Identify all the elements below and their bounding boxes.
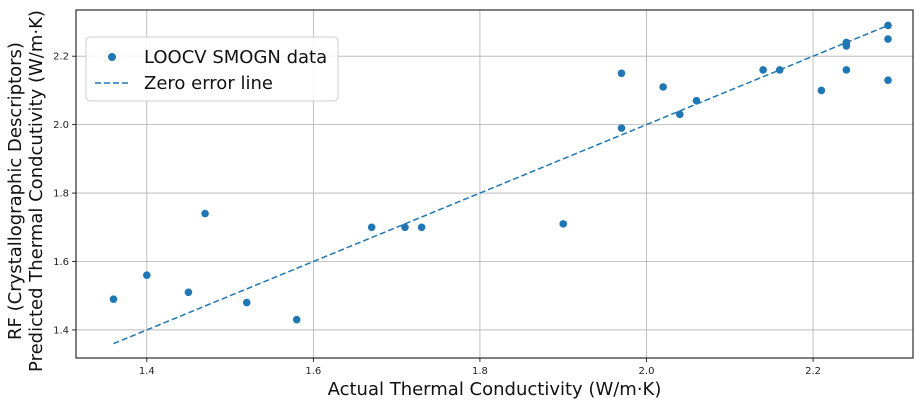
scatter-point — [617, 69, 626, 78]
x-tick-label: 1.4 — [139, 366, 155, 377]
scatter-point — [817, 86, 826, 95]
scatter-point — [842, 42, 851, 50]
series-layer — [109, 21, 892, 345]
scatter-point — [617, 124, 626, 132]
axis-ticks: 1.4 1.6 1.8 2.0 2.2 1.4 1.6 1.8 2.0 2.2 — [53, 52, 821, 377]
legend: LOOCV SMOGN data Zero error line — [85, 36, 339, 102]
y-tick-label: 1.8 — [53, 189, 69, 200]
scatter-point — [676, 110, 684, 119]
x-tick-label: 2.0 — [639, 366, 655, 377]
scatter-point — [884, 35, 892, 43]
legend-entry-scatter: LOOCV SMOGN data — [144, 47, 327, 68]
scatter-point — [659, 83, 667, 91]
y-tick-label: 1.4 — [53, 325, 69, 336]
scatter-point — [401, 223, 409, 232]
legend-scatter-marker — [108, 53, 116, 61]
legend-box — [85, 36, 339, 102]
scatter-point — [109, 295, 118, 303]
scatter-point — [292, 315, 301, 324]
plot-frame — [75, 9, 914, 359]
scatter-point — [842, 66, 851, 74]
grid — [76, 10, 913, 358]
x-axis-label: Actual Thermal Conductivity (W/m·K) — [328, 379, 662, 400]
scatter-point — [775, 66, 784, 74]
scatter-point — [142, 271, 151, 279]
y-axis-label-line-2: Predicted Thermal Condcutivity (W/m·K) — [26, 10, 47, 372]
scatter-point — [692, 96, 701, 105]
scatter-point — [417, 223, 426, 232]
scatter-point — [184, 288, 193, 297]
scatter-point — [367, 223, 376, 232]
y-axis-label-line-1: RF (Crystallographic Descriptors) — [5, 42, 26, 340]
x-tick-label: 2.2 — [805, 366, 821, 377]
legend-entry-zero-line: Zero error line — [144, 73, 273, 94]
scatter-point — [559, 220, 568, 228]
x-tick-label: 1.8 — [472, 366, 488, 377]
y-tick-label: 2.2 — [53, 52, 69, 63]
x-tick-label: 1.6 — [305, 366, 321, 377]
zero-error-line — [113, 24, 889, 345]
scatter-point — [759, 66, 767, 74]
scatter-point — [884, 21, 892, 30]
scatter-point — [884, 76, 892, 84]
y-tick-label: 1.6 — [53, 257, 69, 268]
scatter-point — [242, 298, 251, 307]
y-tick-label: 2.0 — [53, 120, 69, 131]
scatter-point — [201, 209, 209, 218]
